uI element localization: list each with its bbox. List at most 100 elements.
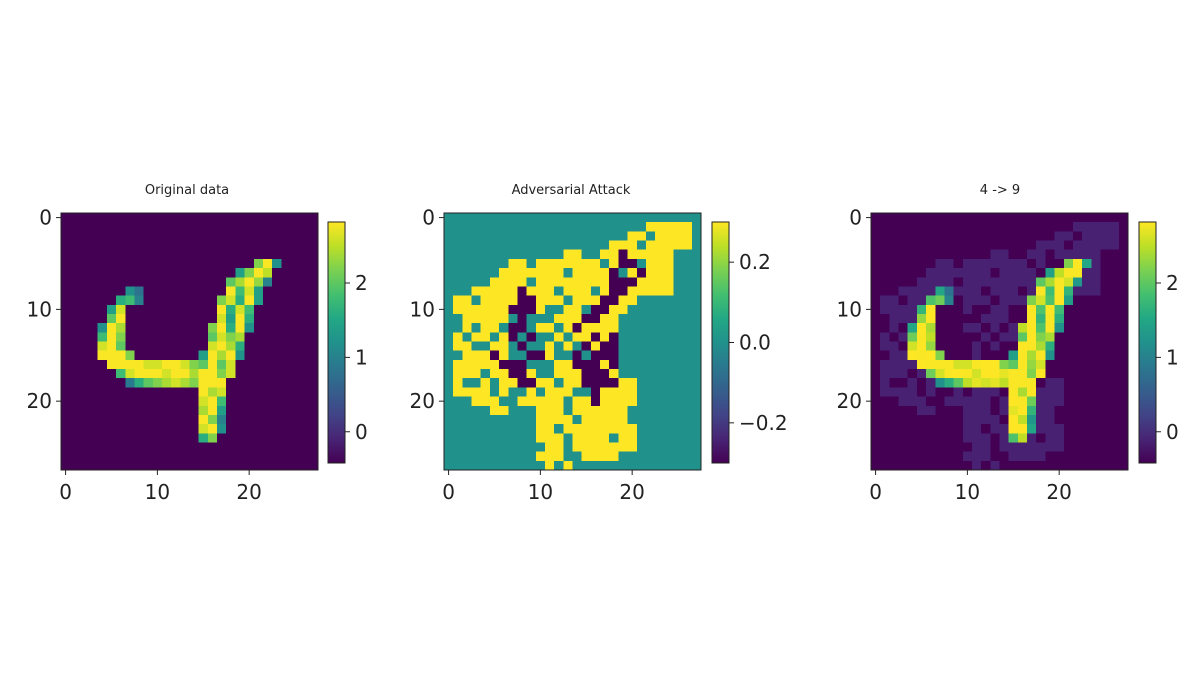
heatmap-cell	[198, 369, 209, 379]
heatmap-cell	[889, 295, 900, 306]
heatmap-cell	[480, 249, 491, 260]
heatmap-cell	[898, 424, 909, 434]
x-tick-label: 0	[59, 480, 72, 504]
heatmap-cell	[70, 222, 80, 232]
heatmap-cell	[926, 277, 936, 288]
heatmap-cell	[907, 387, 918, 398]
heatmap-cell	[161, 405, 172, 416]
heatmap-cell	[581, 213, 592, 223]
heatmap-cell	[189, 405, 200, 416]
heatmap-cell	[1036, 350, 1046, 361]
heatmap-cell	[207, 442, 218, 453]
heatmap-cell	[262, 396, 273, 407]
heatmap-cell	[962, 451, 973, 462]
heatmap-cell	[106, 323, 117, 333]
heatmap-cell	[1027, 304, 1037, 315]
heatmap-cell	[88, 350, 99, 361]
heatmap-cell	[673, 433, 684, 444]
heatmap-cell	[609, 286, 619, 297]
heatmap-cell	[1118, 277, 1129, 288]
heatmap-cell	[590, 231, 601, 242]
heatmap-cell	[1082, 332, 1092, 343]
heatmap-cell	[152, 249, 163, 260]
heatmap-cell	[1036, 359, 1046, 370]
heatmap-cell	[134, 313, 145, 324]
heatmap-cell	[207, 341, 218, 352]
heatmap-cell	[627, 304, 638, 315]
heatmap-cell	[152, 231, 163, 242]
heatmap-cell	[70, 304, 80, 315]
heatmap-cell	[161, 286, 172, 297]
heatmap-cell	[444, 378, 454, 388]
heatmap-cell	[645, 387, 656, 398]
heatmap-cell	[1054, 240, 1065, 251]
heatmap-cell	[981, 369, 991, 379]
heatmap-cell	[1091, 369, 1102, 379]
heatmap-cell	[299, 451, 310, 462]
heatmap-cell	[889, 332, 900, 343]
heatmap-cell	[645, 396, 656, 407]
heatmap-cell	[535, 433, 546, 444]
heatmap-cell	[953, 268, 964, 278]
heatmap-cell	[627, 396, 638, 407]
heatmap-cell	[161, 433, 172, 444]
heatmap-cell	[590, 295, 601, 306]
heatmap-cell	[235, 323, 246, 333]
heatmap-cell	[981, 240, 991, 251]
heatmap-cell	[1054, 350, 1065, 361]
heatmap-cell	[125, 332, 136, 343]
heatmap-cell	[916, 258, 927, 269]
heatmap-cell	[235, 231, 246, 242]
heatmap-cell	[1082, 258, 1092, 269]
heatmap-cell	[581, 341, 592, 352]
heatmap-cell	[79, 213, 90, 223]
heatmap-cell	[517, 268, 528, 278]
heatmap-cell	[453, 323, 463, 333]
heatmap-cell	[618, 323, 629, 333]
heatmap-cell	[1027, 222, 1037, 232]
heatmap-cell	[207, 451, 218, 462]
heatmap-cell	[926, 341, 936, 352]
heatmap-cell	[880, 304, 890, 315]
heatmap-cell	[453, 350, 463, 361]
heatmap-cell	[1091, 442, 1102, 453]
heatmap-cell	[244, 369, 255, 379]
heatmap-cell	[235, 414, 246, 425]
heatmap-cell	[235, 332, 246, 343]
heatmap-cell	[226, 433, 236, 444]
heatmap-cell	[1109, 424, 1120, 434]
heatmap-cell	[217, 258, 227, 269]
heatmap-cell	[281, 424, 292, 434]
heatmap-cell	[572, 323, 583, 333]
heatmap-cell	[880, 460, 890, 471]
heatmap-cell	[655, 359, 665, 370]
heatmap-cell	[618, 258, 629, 269]
heatmap-cell	[97, 451, 108, 462]
heatmap-cell	[272, 378, 282, 388]
heatmap-cell	[953, 240, 964, 251]
heatmap-cell	[627, 369, 638, 379]
heatmap-cell	[244, 378, 255, 388]
heatmap-cell	[61, 323, 71, 333]
heatmap-cell	[535, 405, 546, 416]
heatmap-cell	[563, 295, 574, 306]
heatmap-cell	[1072, 295, 1083, 306]
heatmap-cell	[889, 313, 900, 324]
y-tick-label: 20	[837, 389, 862, 413]
heatmap-cell	[1045, 460, 1056, 471]
heatmap-cell	[673, 332, 684, 343]
heatmap-cell	[1017, 359, 1028, 370]
heatmap-cell	[1100, 231, 1111, 242]
heatmap-cell	[953, 451, 964, 462]
heatmap-cell	[299, 442, 310, 453]
heatmap-cell	[682, 378, 693, 388]
heatmap-cell	[981, 359, 991, 370]
heatmap-cell	[600, 433, 610, 444]
heatmap-cell	[290, 222, 301, 232]
heatmap-cell	[272, 460, 282, 471]
heatmap-cell	[935, 369, 946, 379]
heatmap-cell	[926, 424, 936, 434]
heatmap-cell	[971, 249, 982, 260]
heatmap-cell	[664, 378, 675, 388]
heatmap-cell	[517, 313, 528, 324]
